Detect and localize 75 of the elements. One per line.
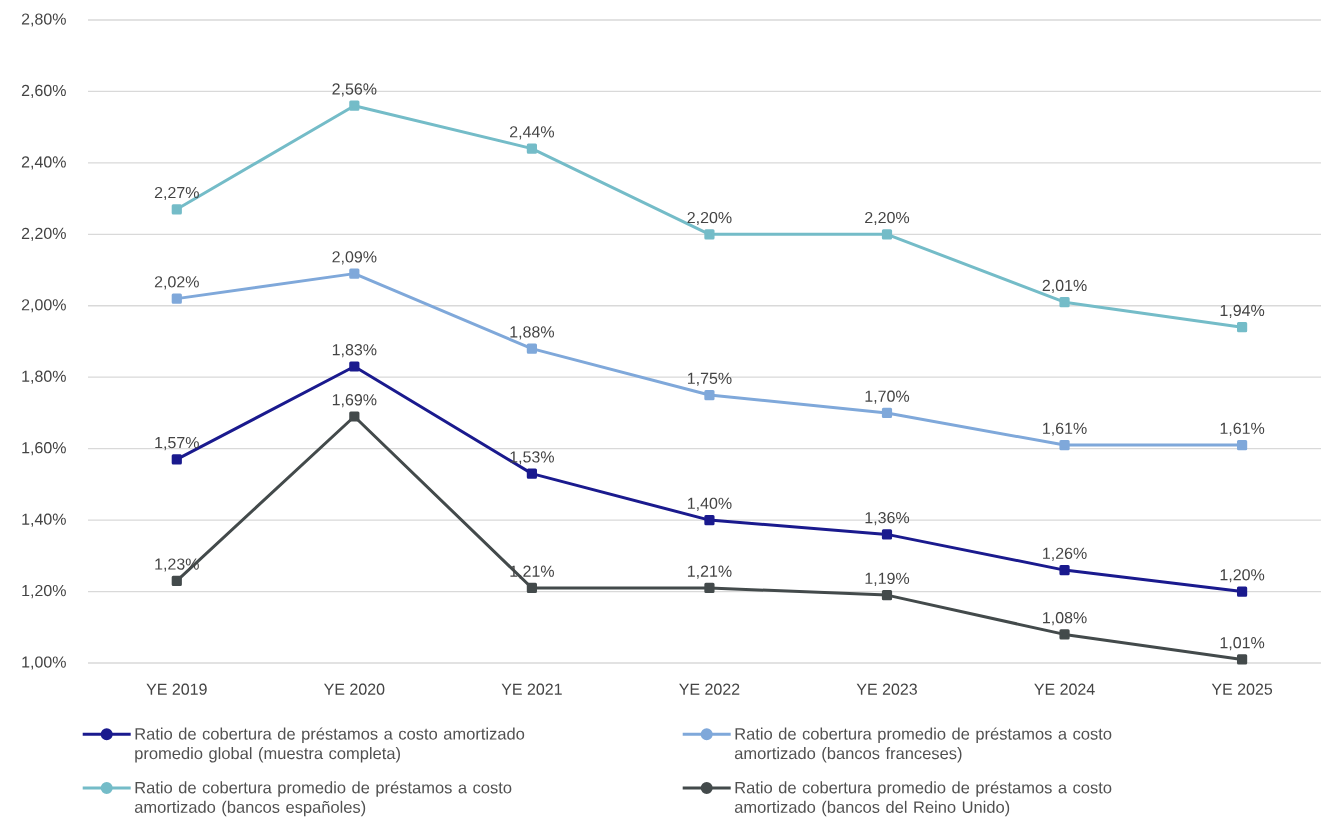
- point: [349, 268, 360, 279]
- data-label: 1,36%: [865, 511, 910, 526]
- point: [704, 389, 715, 401]
- point: [171, 575, 182, 586]
- data-label: 1,69%: [332, 394, 377, 408]
- data-label: 1,83%: [332, 344, 377, 358]
- point: [1236, 322, 1248, 333]
- data-label: 2,01%: [1042, 279, 1087, 293]
- y-tick-label: 1,40%: [22, 513, 66, 527]
- x-tick-label: YE 2021: [501, 683, 562, 695]
- data-label: 1,08%: [1043, 612, 1087, 626]
- data-label: 1,88%: [510, 326, 554, 340]
- point: [349, 411, 360, 422]
- point: [1059, 629, 1070, 640]
- point: [1059, 439, 1070, 451]
- point: [526, 343, 537, 354]
- legend-label: Ratio de cobertura promedio de préstamos a costo amortizado (bancos españoles): [134, 781, 512, 817]
- data-label: 1,40%: [687, 497, 732, 511]
- x-tick-label: YE 2019: [146, 683, 207, 695]
- point: [349, 100, 360, 111]
- data-label: 2,20%: [687, 211, 732, 226]
- x-tick-label: YE 2022: [679, 683, 740, 695]
- data-label: 2,20%: [865, 211, 910, 226]
- point: [171, 293, 182, 304]
- x-tick-label: YE 2023: [856, 683, 917, 695]
- data-label: 1,53%: [510, 451, 554, 465]
- data-label: 1,75%: [687, 372, 732, 386]
- y-tick-label: 1,60%: [22, 442, 66, 456]
- point: [881, 407, 893, 419]
- data-label: 2,44%: [510, 126, 554, 140]
- point: [704, 229, 715, 240]
- legend-label: Ratio de cobertura de préstamos a costo amortizado promedio global (muestra completa): [135, 727, 525, 763]
- y-tick-label: 2,40%: [21, 156, 66, 170]
- point: [704, 515, 715, 526]
- point: [1236, 439, 1248, 451]
- data-label: 2,56%: [332, 83, 377, 97]
- x-tick-label: YE 2025: [1211, 683, 1273, 695]
- data-label: 2,02%: [154, 276, 199, 290]
- data-label: 1,94%: [1220, 304, 1265, 318]
- data-label: 2,09%: [332, 251, 377, 265]
- data-label: 1,61%: [1043, 422, 1087, 436]
- point: [349, 361, 360, 372]
- point: [1236, 654, 1248, 665]
- data-label: 1,26%: [1043, 547, 1087, 561]
- point: [881, 590, 893, 601]
- point: [171, 454, 182, 465]
- point: [881, 229, 893, 240]
- y-tick-label: 1,20%: [22, 584, 66, 599]
- data-label: 1,70%: [865, 390, 910, 404]
- data-label: 1,01%: [1220, 637, 1265, 651]
- data-label: 1,21%: [687, 565, 732, 579]
- y-tick-label: 2,80%: [21, 13, 66, 27]
- data-label: 1,20%: [1220, 569, 1265, 583]
- y-tick-label: 2,20%: [21, 227, 66, 241]
- legend-label: Ratio de cobertura promedio de préstamos a costo amortizado (bancos franceses): [734, 727, 1112, 763]
- x-tick-label: YE 2020: [323, 683, 385, 695]
- y-tick-label: 1,00%: [22, 656, 66, 670]
- point: [704, 582, 715, 594]
- data-label: 1,61%: [1220, 422, 1265, 436]
- y-tick-label: 2,60%: [21, 84, 66, 99]
- x-tick-label: YE 2024: [1034, 683, 1095, 695]
- point: [526, 143, 537, 154]
- point: [171, 204, 182, 215]
- point: [1236, 586, 1248, 597]
- data-label: 1,57%: [155, 437, 199, 451]
- data-label: 2,27%: [154, 186, 199, 201]
- y-tick-label: 2,00%: [21, 299, 66, 313]
- point: [1059, 297, 1070, 308]
- point: [1059, 565, 1070, 576]
- data-label: 1,19%: [865, 572, 910, 586]
- legend-label: Ratio de cobertura promedio de préstamos a costo amortizado (bancos del Reino Unido): [734, 781, 1112, 817]
- point: [526, 582, 537, 594]
- point: [881, 529, 893, 540]
- y-tick-label: 1,80%: [22, 370, 66, 384]
- point: [526, 468, 537, 479]
